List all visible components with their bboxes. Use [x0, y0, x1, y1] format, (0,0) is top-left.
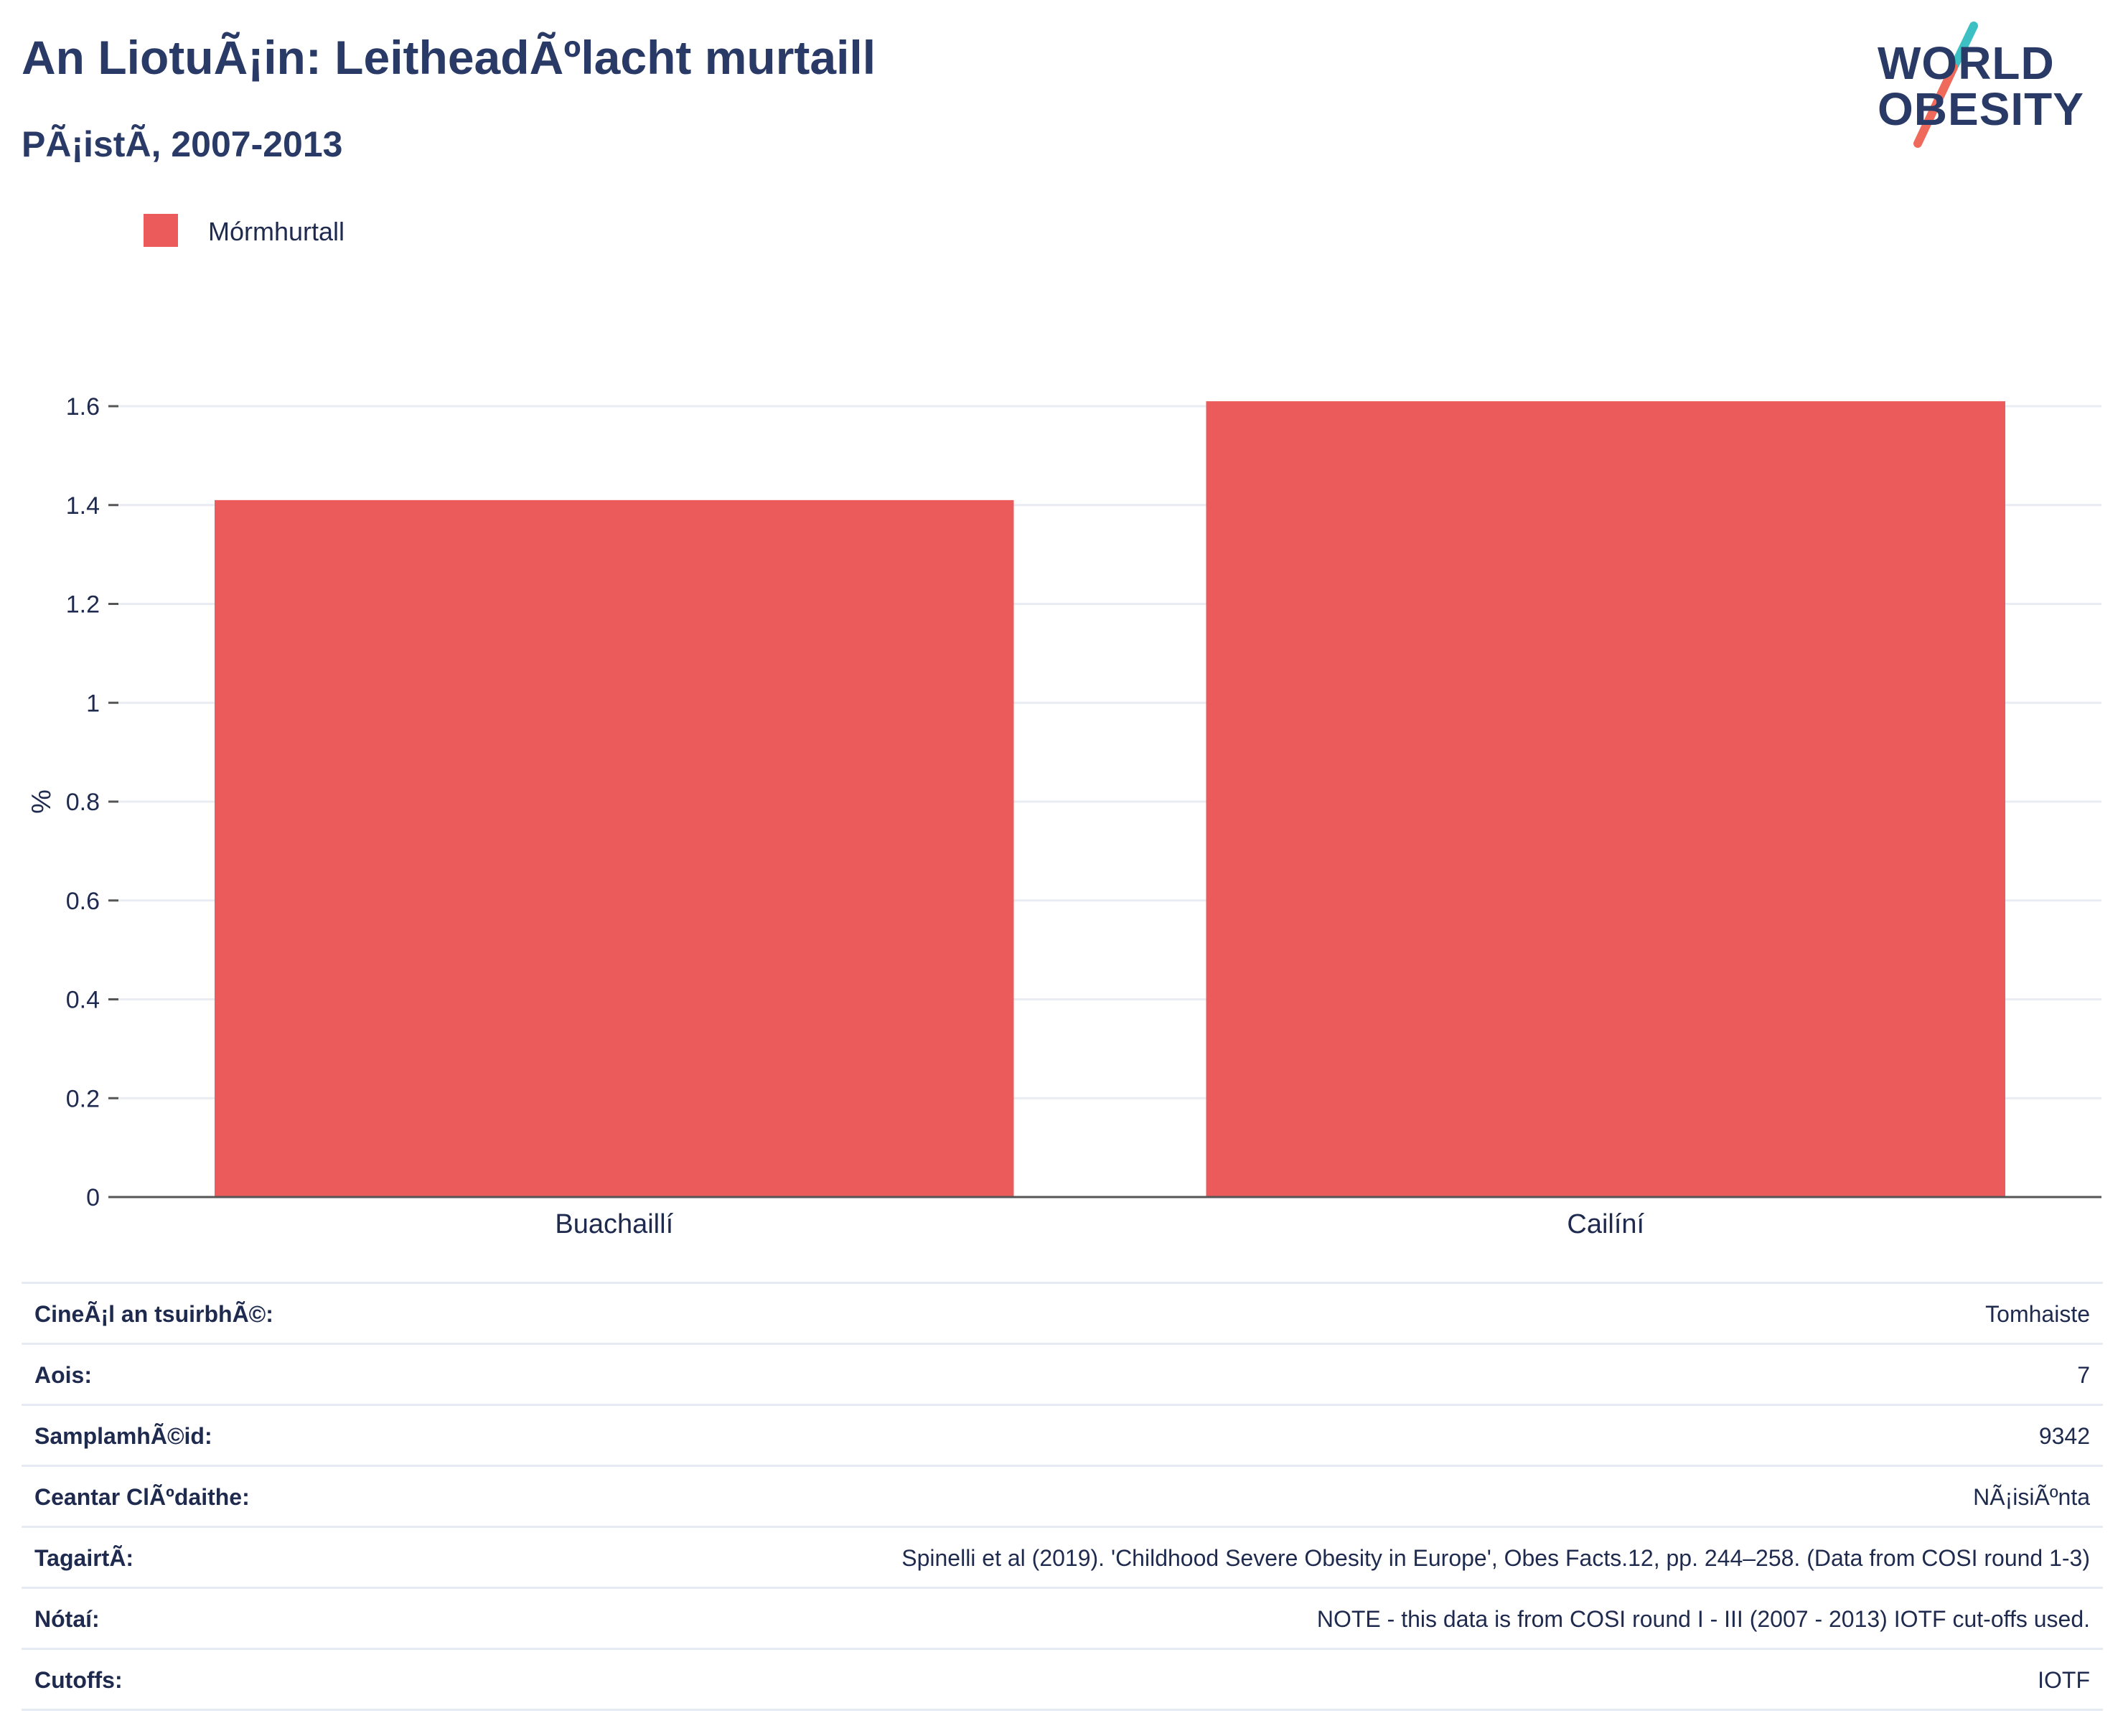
legend-swatch	[144, 214, 178, 247]
table-row: Nótaí: NOTE - this data is from COSI roun…	[22, 1587, 2103, 1648]
table-row: SamplamhÃ©id: 9342	[22, 1404, 2103, 1465]
info-table: CineÃ¡l an tsuirbhÃ©: Tomhaiste Aois: 7 Samp…	[22, 1282, 2103, 1711]
y-tick-label: 1	[86, 690, 100, 717]
y-tick-label: 1.6	[66, 393, 100, 421]
row-value: 7	[2077, 1362, 2090, 1388]
y-tick-label: 1.4	[66, 492, 100, 520]
row-key: Nótaí:	[34, 1606, 100, 1632]
world-obesity-logo: WORLD OBESITY	[1866, 20, 2110, 156]
row-value: IOTF	[2038, 1667, 2090, 1693]
logo-text-obesity: OBESITY	[1878, 83, 2084, 135]
row-value: Tomhaiste	[1985, 1301, 2090, 1327]
table-row: Ceantar ClÃºdaithe: NÃ¡isiÃºnta	[22, 1465, 2103, 1526]
row-key: Ceantar ClÃºdaithe:	[34, 1484, 250, 1510]
legend-label: Mórmhurtall	[208, 217, 345, 246]
y-tick-label: 0	[86, 1184, 100, 1211]
row-value: 9342	[2038, 1423, 2090, 1449]
table-row: Aois: 7	[22, 1343, 2103, 1404]
logo-text-world: WORLD	[1878, 37, 2055, 89]
row-value: NÃ¡isiÃºnta	[1973, 1484, 2090, 1510]
y-tick-label: 0.4	[66, 987, 100, 1014]
x-tick-label: Cailíní	[1567, 1209, 1644, 1239]
bar-chart: 0 0.2 0.4 0.6 0.8 1 1.2 1.4 1.6% Buachaillí Cailín…	[27, 393, 2101, 1239]
row-key: Cutoffs:	[34, 1667, 123, 1693]
y-tick-label: 1.2	[66, 591, 100, 619]
y-tick-label: 0.8	[66, 789, 100, 816]
table-row: Cutoffs: IOTF	[22, 1648, 2103, 1711]
page-title: An LiotuÃ¡in: LeitheadÃºlacht murtaill	[22, 31, 876, 84]
y-tick-label: 0.2	[66, 1085, 100, 1112]
row-value: NOTE - this data is from COSI round I - …	[1316, 1606, 2090, 1632]
row-key: SamplamhÃ©id:	[34, 1423, 212, 1449]
x-tick-label: Buachaillí	[555, 1209, 673, 1239]
row-key: CineÃ¡l an tsuirbhÃ©:	[34, 1301, 273, 1327]
table-row: TagairtÃ: Spinelli et al (2019). 'Childho…	[22, 1526, 2103, 1587]
bar-1[interactable]	[215, 499, 1014, 1197]
row-key: Aois:	[34, 1362, 92, 1388]
bar-2[interactable]	[1206, 401, 2005, 1197]
y-tick-label: 0.6	[66, 888, 100, 915]
row-value: Spinelli et al (2019). 'Childhood Severe…	[901, 1545, 2090, 1571]
table-row: CineÃ¡l an tsuirbhÃ©: Tomhaiste	[22, 1282, 2103, 1343]
y-axis-label: %	[27, 789, 57, 814]
row-key: TagairtÃ:	[34, 1545, 134, 1571]
page-subtitle: PÃ¡istÃ, 2007-2013	[22, 124, 343, 164]
logo-slash-icon	[1913, 22, 1978, 148]
